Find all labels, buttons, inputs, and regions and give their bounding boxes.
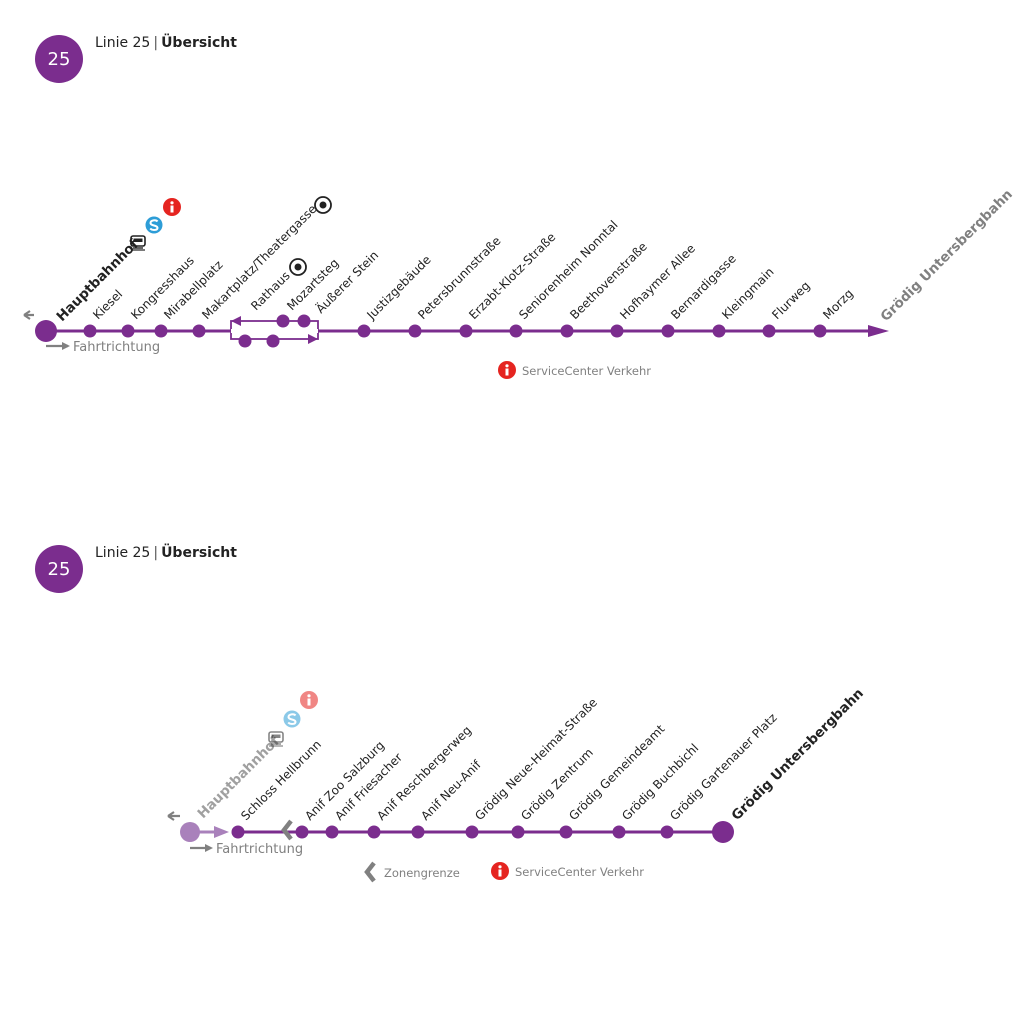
direction-label: Fahrtrichtung	[216, 842, 303, 857]
stop-dot	[121, 324, 135, 338]
stop-dot	[813, 324, 827, 338]
stop-label: Kleingmain	[719, 265, 776, 322]
stop-dot	[610, 324, 624, 338]
stop-dot	[712, 324, 726, 338]
stop-dot	[661, 324, 675, 338]
overview-title: Übersicht	[161, 35, 237, 51]
stop-dot	[231, 825, 245, 839]
stop-dot	[509, 324, 523, 338]
stop-dot	[411, 825, 425, 839]
info-icon	[163, 198, 181, 216]
legend-zone: Zonengrenze	[384, 866, 460, 880]
title-separator: |	[153, 545, 159, 561]
stop-label: Grödig Gemeindeamt	[566, 722, 667, 823]
stop-label: Erzabt-Klotz-Straße	[466, 230, 558, 322]
stop-label: Seniorenheim Nonntal	[516, 218, 620, 322]
header-title: Linie 25 | Übersicht	[95, 35, 237, 51]
line-badge: 25	[35, 545, 83, 593]
stop-dot	[192, 324, 206, 338]
sight-marker-icon	[289, 258, 307, 276]
info-icon	[491, 862, 509, 880]
legend-service: ServiceCenter Verkehr	[515, 865, 644, 879]
stop-dot	[238, 334, 252, 348]
stop-label: Petersbrunnstraße	[415, 234, 503, 322]
stop-dot	[660, 825, 674, 839]
header-top: 25 Linie 25 | Übersicht	[35, 35, 237, 83]
terminus-stop	[35, 320, 57, 342]
info-icon	[498, 361, 516, 379]
arrow-left-icon	[167, 811, 180, 821]
overview-title: Übersicht	[161, 545, 237, 561]
stop-dot	[325, 825, 339, 839]
header-title: Linie 25 | Übersicht	[95, 545, 237, 561]
line-badge: 25	[35, 35, 83, 83]
arrow-left-icon	[23, 310, 34, 320]
stop-label: Flurweg	[769, 279, 813, 323]
route-end-arrow	[868, 325, 889, 337]
s-bahn-icon	[144, 215, 164, 235]
sight-marker-icon	[314, 196, 332, 214]
info-icon	[300, 691, 318, 709]
stop-dot	[83, 324, 97, 338]
stop-list: Kiesel KongresshausMirabellplatzMakartpla…	[83, 202, 856, 348]
stop-dot	[511, 825, 525, 839]
line-label: Linie 25	[95, 545, 151, 561]
stop-dot	[295, 825, 309, 839]
title-separator: |	[153, 35, 159, 51]
stop-dot	[154, 324, 168, 338]
arrow-right-icon	[62, 342, 70, 350]
stop-dot	[266, 334, 280, 348]
terminus-stop	[712, 821, 734, 843]
zone-border-icon	[367, 863, 374, 881]
stop-dot	[560, 324, 574, 338]
stop-dot	[408, 324, 422, 338]
terminus-label-faded: Hauptbahnhof	[195, 733, 283, 821]
route-map-groedig: Fahrtrichtung Hauptbahnhof Schloss Hellb…	[167, 685, 867, 881]
terminus-label-end: Grödig Untersbergbahn	[729, 685, 867, 823]
direction-label: Fahrtrichtung	[73, 340, 160, 355]
stop-label: Morzg	[820, 286, 856, 322]
terminus-label-end: Grödig Untersbergbahn	[878, 186, 1016, 324]
s-bahn-icon	[282, 709, 302, 729]
legend-service: ServiceCenter Verkehr	[522, 364, 651, 378]
stop-dot	[559, 825, 573, 839]
stop-dot	[459, 324, 473, 338]
stop-dot	[465, 825, 479, 839]
arrow-right-icon	[205, 844, 213, 852]
stop-dot	[297, 314, 311, 328]
header-bottom: 25 Linie 25 | Übersicht	[35, 545, 237, 593]
stop-dot	[276, 314, 290, 328]
route-map-city: Fahrtrichtung Hauptbahnhof Kiesel Kongres…	[23, 186, 1016, 379]
stop-dot	[357, 324, 371, 338]
line-label: Linie 25	[95, 35, 151, 51]
zone-border-icon	[284, 821, 291, 839]
stop-dot	[367, 825, 381, 839]
stop-dot	[762, 324, 776, 338]
stop-dot	[612, 825, 626, 839]
